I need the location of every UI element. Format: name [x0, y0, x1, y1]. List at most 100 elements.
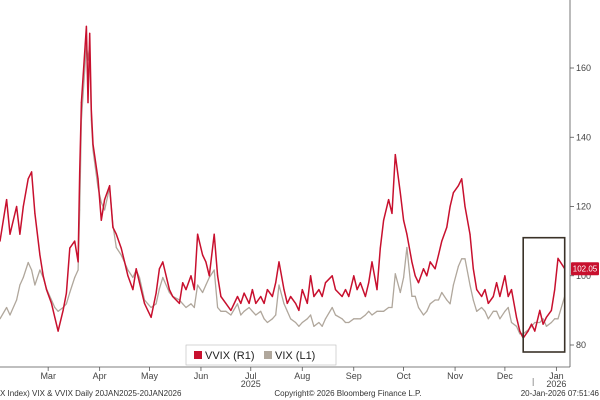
vix-point	[34, 284, 36, 286]
vix-point	[472, 299, 474, 301]
vix-point	[376, 310, 378, 312]
vix-point	[213, 269, 215, 271]
vvix-point	[85, 25, 87, 27]
vix-point	[16, 299, 18, 301]
vvix-point	[353, 275, 355, 277]
vix-point	[331, 306, 333, 309]
x-axis-year-label: 2025	[241, 379, 261, 389]
vix-point	[515, 325, 518, 327]
vvix-point	[545, 316, 548, 318]
vvix-point	[306, 302, 308, 304]
vix-point	[364, 314, 366, 316]
vix-point	[399, 291, 401, 294]
vvix-point	[283, 289, 285, 291]
vvix-point	[278, 261, 280, 263]
vix-point	[19, 284, 21, 286]
vix-point	[100, 201, 102, 204]
x-axis-month-label: Nov	[447, 371, 464, 381]
vvix-point	[34, 212, 36, 214]
vix-point	[406, 246, 408, 249]
vix-point	[388, 306, 390, 309]
footer-right: 20-Jan-2026 07:51:46	[521, 389, 600, 398]
vix-point	[499, 318, 501, 320]
vix-point	[411, 295, 413, 297]
x-axis-month-label: Dec	[497, 371, 514, 381]
vvix-point	[178, 302, 180, 304]
vvix-point	[80, 102, 82, 104]
vvix-point	[190, 275, 192, 277]
vvix-point	[65, 292, 67, 294]
vvix-point	[69, 247, 71, 249]
vix-point	[417, 306, 420, 309]
vvix-point	[138, 282, 141, 284]
legend: VVIX (R1) VIX (L1)	[185, 344, 337, 366]
right-axis-tick-label: 120	[576, 202, 591, 212]
vvix-point	[236, 295, 239, 298]
right-axis-tick-label: 140	[576, 132, 591, 142]
vix-point	[120, 254, 122, 256]
vvix-point	[504, 275, 506, 277]
vvix-point	[510, 289, 513, 291]
vix-point	[168, 291, 170, 294]
vix-point	[510, 321, 513, 324]
x-axis-month-label: Mar	[40, 371, 56, 381]
vix-point	[9, 314, 11, 316]
vvix-point	[109, 185, 111, 187]
vvix-point	[57, 330, 59, 332]
vix-point	[476, 310, 478, 312]
vvix-point	[115, 233, 117, 235]
vix-point	[147, 303, 149, 305]
vix-point	[348, 321, 350, 324]
vvix-point	[132, 289, 134, 291]
vvix-point	[104, 199, 106, 201]
vix-point	[383, 310, 385, 312]
vvix-point	[271, 295, 273, 298]
vix-point	[150, 306, 152, 309]
vix-point	[290, 318, 292, 320]
legend-vix-swatch	[264, 351, 272, 359]
vvix-point	[331, 275, 333, 277]
vix-point	[155, 303, 157, 305]
vvix-point	[255, 302, 257, 304]
vvix-point	[426, 275, 428, 277]
vix-point	[449, 303, 451, 305]
vvix-point	[484, 289, 486, 291]
vix-point	[0, 318, 1, 320]
vix-point	[394, 273, 396, 275]
vix-point	[359, 318, 361, 320]
vix-point	[74, 276, 76, 279]
footer-center: Copyright© 2026 Bloomberg Finance L.P.	[274, 389, 421, 398]
vix-point	[27, 261, 29, 264]
plot-area	[0, 25, 566, 353]
vix-point	[220, 310, 222, 312]
vvix-point	[54, 316, 56, 318]
vvix-point	[406, 233, 408, 235]
vvix-point	[168, 289, 170, 291]
vvix-point	[135, 268, 137, 270]
vvix-point	[379, 247, 381, 249]
vix-point	[426, 310, 428, 312]
legend-vvix-swatch	[194, 351, 202, 359]
vix-point	[208, 276, 210, 279]
vix-point	[65, 303, 67, 305]
vvix-point	[225, 302, 227, 304]
vvix-point	[550, 309, 553, 311]
vix-point	[306, 318, 308, 320]
vvix-point	[251, 289, 253, 291]
vvix-point	[87, 102, 89, 104]
vvix-point	[539, 309, 541, 311]
vvix-point	[461, 178, 463, 180]
vvix-point	[481, 295, 483, 298]
vix-point	[217, 306, 219, 309]
vvix-point	[124, 261, 126, 263]
x-axis-year-label: 2026	[546, 379, 566, 389]
vix-point	[534, 321, 536, 324]
vix-point	[185, 306, 187, 309]
vix-point	[54, 306, 56, 309]
vix-point	[403, 276, 405, 279]
vix-point	[504, 310, 506, 312]
vvix-point	[120, 247, 122, 249]
vix-point	[313, 325, 315, 327]
x-axis-month-label: Sep	[346, 371, 362, 381]
vvix-point	[542, 323, 544, 325]
